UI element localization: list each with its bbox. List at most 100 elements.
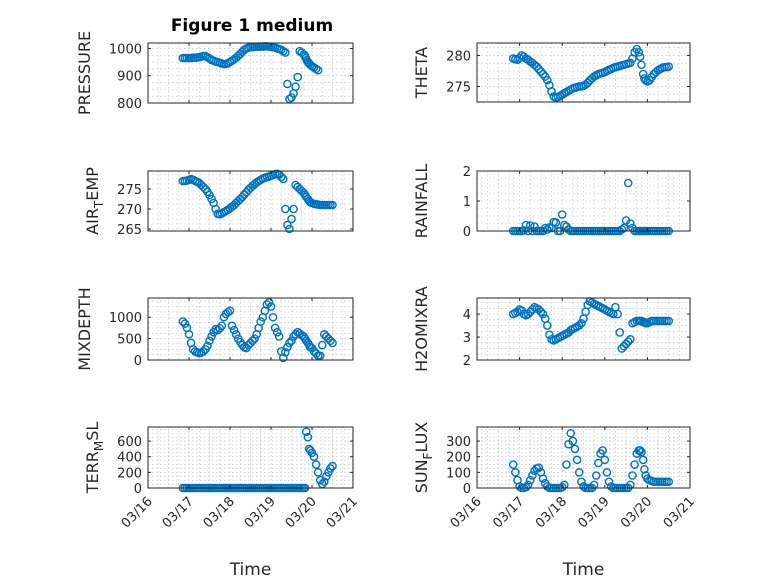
subplot-pressure: 800 900 1000 PRESSURE [75,31,354,115]
data-point-terr_msl [301,427,311,436]
data-point-h2omixra [621,339,631,349]
data-point-h2omixra [574,321,584,330]
y-tick-label: 265 [117,223,142,238]
data-point-mixdepth [203,341,212,351]
data-point-mixdepth [180,319,190,328]
data-point-theta [547,87,556,96]
data-point-h2omixra [536,307,546,317]
y-axis-label-theta: THETA [412,47,431,99]
x-axis-label: Time [229,560,272,580]
data-point-terr_msl [311,460,321,469]
data-point-sun_flux [640,464,649,474]
data-point-mixdepth [285,338,294,348]
data-point-sun_flux [566,428,576,438]
y-tick-label: 0 [463,225,471,240]
data-point-sun_flux [591,471,601,480]
data-point-mixdepth [274,332,284,341]
subplot-rainfall: 0 1 2 RAINFALL [412,164,691,240]
data-point-h2omixra [534,305,544,314]
data-point-theta [538,69,548,79]
data-point-pressure [291,82,300,91]
data-point-theta [515,53,524,63]
data-point-mixdepth [227,321,237,331]
data-point-theta [532,62,541,71]
data-point-sun_flux [638,455,648,465]
data-point-mixdepth [278,353,288,363]
data-point-h2omixra [538,309,548,319]
data-point-mixdepth [250,334,259,343]
data-point-mixdepth [248,336,257,346]
data-point-mixdepth [281,347,290,357]
data-point-rainfall [557,210,567,219]
y-tick-label: 280 [446,49,471,64]
data-point-sun_flux [525,475,535,485]
data-point-h2omixra [523,309,533,319]
data-point-theta [634,48,644,57]
data-point-terr_msl [303,432,313,442]
data-point-mixdepth [215,324,225,333]
data-point-pressure [278,46,288,56]
data-point-rainfall [525,221,535,230]
figure-title: Figure 1 medium [171,16,333,36]
data-point-rainfall [540,223,550,233]
data-point-theta [530,60,539,70]
subplot-air_temp: 265 270 275 AIRTEMP [83,167,354,238]
data-point-sun_flux [557,482,567,492]
data-point-rainfall [619,223,629,233]
data-point-sun_flux [528,471,537,480]
data-point-sun_flux [664,477,674,487]
data-point-h2omixra [626,335,635,344]
data-point-terr_msl [306,446,315,455]
y-tick-label: 2 [463,165,471,180]
data-point-mixdepth [317,340,327,350]
axes-box [147,42,354,104]
data-point-pressure [281,48,290,57]
data-point-h2omixra [619,341,629,351]
data-point-theta [583,78,593,88]
data-point-h2omixra [545,330,554,340]
subplot-theta: 275 280 THETA [412,42,691,103]
data-point-mixdepth [207,332,216,341]
y-tick-label: 600 [117,435,142,450]
data-point-sun_flux [598,446,607,455]
data-point-air_temp [278,174,288,184]
data-point-mixdepth [256,317,266,326]
data-point-mixdepth [266,302,276,311]
data-point-sun_flux [577,477,586,487]
y-tick-label: 275 [117,183,142,198]
data-point-h2omixra [617,344,627,353]
data-point-sun_flux [521,482,531,492]
data-point-rainfall [519,226,529,235]
axes-box [147,170,354,232]
axes-box [147,426,354,489]
data-point-sun_flux [602,468,612,477]
y-tick-label: 275 [446,80,471,95]
data-point-sun_flux [635,446,645,455]
data-point-h2omixra [577,318,586,328]
y-tick-label: 4 [463,308,471,323]
data-point-mixdepth [262,300,272,309]
data-point-rainfall [542,225,552,234]
data-point-sun_flux [574,468,584,477]
data-point-theta [536,67,546,76]
data-point-rainfall [617,225,627,234]
data-point-mixdepth [287,336,296,346]
data-point-air_temp [211,204,220,214]
data-point-rainfall [551,218,561,227]
y-tick-label: 800 [117,97,142,112]
y-tick-label: 0 [463,482,471,497]
data-point-mixdepth [229,325,239,335]
axes-box [147,297,354,361]
y-axis-label-pressure: PRESSURE [75,31,94,115]
data-point-sun_flux [628,471,637,480]
y-tick-label: 200 [446,451,471,466]
data-point-mixdepth [231,330,241,339]
x-axis-label: Time [562,560,605,580]
data-point-air_temp [328,200,337,210]
data-point-terr_msl [328,461,337,471]
data-point-pressure [293,72,302,82]
data-point-air_temp [287,214,296,224]
subplot-h2omixra: 2 3 4 H2OMIXRA [412,286,691,372]
